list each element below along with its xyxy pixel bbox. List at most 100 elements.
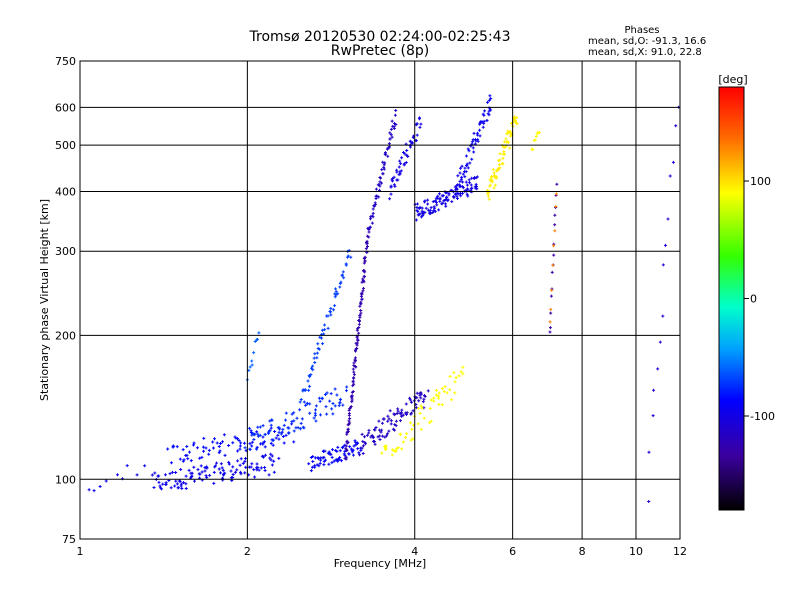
data-point xyxy=(393,413,397,417)
data-point xyxy=(214,464,218,468)
data-point xyxy=(263,466,267,470)
data-point xyxy=(321,342,325,346)
data-point xyxy=(299,421,303,425)
data-point xyxy=(204,446,208,450)
data-point xyxy=(343,457,347,461)
data-point xyxy=(313,464,317,468)
data-point xyxy=(270,454,274,458)
data-point xyxy=(440,202,444,206)
data-point xyxy=(395,411,399,415)
data-point xyxy=(217,467,221,471)
data-point xyxy=(361,286,365,290)
data-point xyxy=(298,400,302,404)
data-point xyxy=(647,450,651,454)
data-point xyxy=(361,444,365,448)
data-point xyxy=(442,199,446,203)
data-point xyxy=(403,152,407,156)
data-point xyxy=(339,459,343,463)
data-point xyxy=(466,194,470,198)
data-point xyxy=(257,468,261,472)
data-point xyxy=(238,444,242,448)
data-point xyxy=(483,109,487,113)
data-point xyxy=(466,147,470,151)
data-point xyxy=(316,457,320,461)
data-point xyxy=(549,311,553,315)
y-axis-label: Stationary phase Virtual Height [km] xyxy=(38,199,51,401)
data-point xyxy=(507,131,511,135)
data-point xyxy=(248,426,252,430)
data-point xyxy=(389,422,393,426)
data-point xyxy=(663,243,667,247)
data-point xyxy=(426,202,430,206)
data-point xyxy=(418,116,422,120)
data-point xyxy=(548,326,552,330)
data-point xyxy=(359,300,363,304)
data-point xyxy=(315,356,319,360)
data-point xyxy=(352,382,356,386)
data-point xyxy=(467,149,471,153)
data-point xyxy=(474,182,478,186)
data-point xyxy=(273,429,277,433)
data-point xyxy=(400,156,404,160)
data-point xyxy=(421,400,425,404)
data-point xyxy=(409,421,413,425)
data-point xyxy=(279,432,283,436)
data-point xyxy=(212,470,216,474)
data-point xyxy=(470,186,474,190)
data-point xyxy=(365,244,369,248)
data-point xyxy=(349,255,353,259)
data-point xyxy=(274,436,278,440)
data-point xyxy=(349,406,353,410)
data-point xyxy=(355,347,359,351)
data-point xyxy=(261,442,265,446)
data-point xyxy=(371,207,375,211)
y-tick-label: 750 xyxy=(55,55,76,68)
data-point xyxy=(389,185,393,189)
data-point xyxy=(393,184,397,188)
data-point xyxy=(179,468,183,472)
data-point xyxy=(515,122,519,126)
data-point xyxy=(271,443,275,447)
data-point xyxy=(379,430,383,434)
data-point xyxy=(325,391,329,395)
data-point xyxy=(435,203,439,207)
data-point xyxy=(487,197,491,201)
data-point xyxy=(428,421,432,425)
data-point xyxy=(415,206,419,210)
data-point xyxy=(244,457,248,461)
data-point xyxy=(406,155,410,159)
data-point xyxy=(363,441,367,445)
data-point xyxy=(420,406,424,410)
data-point xyxy=(409,411,413,415)
x-tick-label: 2 xyxy=(244,545,251,558)
data-point xyxy=(465,183,469,187)
data-point xyxy=(203,469,207,473)
data-point xyxy=(498,166,502,170)
data-point xyxy=(389,127,393,131)
data-point xyxy=(492,186,496,190)
data-point xyxy=(394,449,398,453)
data-point xyxy=(243,471,247,475)
data-point xyxy=(437,391,441,395)
data-point xyxy=(313,408,317,412)
data-point xyxy=(671,160,675,164)
data-point xyxy=(323,458,327,462)
data-point xyxy=(434,388,438,392)
data-point xyxy=(252,438,256,442)
data-point xyxy=(651,414,655,418)
data-point xyxy=(440,403,444,407)
data-point xyxy=(507,140,511,144)
data-point xyxy=(280,430,284,434)
data-point xyxy=(418,205,422,209)
data-point xyxy=(415,122,419,126)
data-point xyxy=(400,447,404,451)
data-point xyxy=(360,432,364,436)
data-point xyxy=(334,290,338,294)
data-point xyxy=(332,459,336,463)
data-point xyxy=(502,152,506,156)
data-point xyxy=(405,432,409,436)
data-point xyxy=(156,474,160,478)
data-point xyxy=(468,161,472,165)
data-point xyxy=(536,130,540,134)
